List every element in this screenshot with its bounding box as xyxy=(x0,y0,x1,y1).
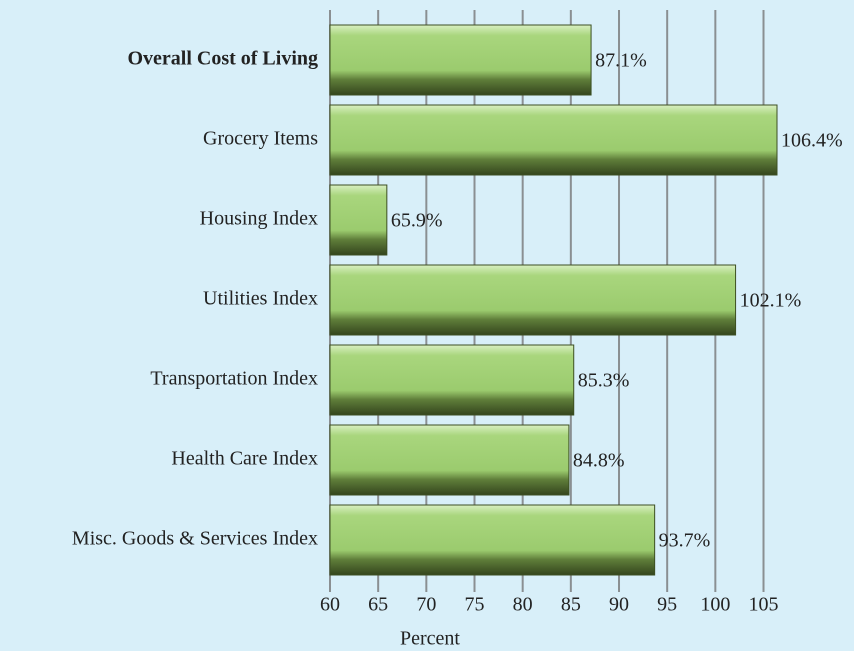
data-label: 85.3% xyxy=(578,370,630,392)
y-tick-label: Misc. Goods & Services Index xyxy=(72,528,318,550)
y-tick-label: Overall Cost of Living xyxy=(127,48,318,70)
x-tick-label: 105 xyxy=(749,594,779,616)
x-tick-label: 60 xyxy=(320,594,340,616)
bar xyxy=(329,104,778,176)
bar xyxy=(329,24,592,96)
x-axis-label: Percent xyxy=(400,628,460,650)
data-label: 93.7% xyxy=(659,530,711,552)
data-label: 65.9% xyxy=(391,210,443,232)
y-tick-label: Housing Index xyxy=(200,208,318,230)
y-tick-label: Health Care Index xyxy=(171,448,318,470)
x-tick-label: 90 xyxy=(609,594,629,616)
x-tick-label: 70 xyxy=(416,594,436,616)
data-label: 87.1% xyxy=(595,50,647,72)
bar xyxy=(329,424,570,496)
x-tick-label: 95 xyxy=(657,594,677,616)
x-tick-label: 100 xyxy=(700,594,730,616)
bar xyxy=(329,344,575,416)
data-label: 102.1% xyxy=(740,290,802,312)
bar xyxy=(329,504,656,576)
data-label: 106.4% xyxy=(781,130,843,152)
x-tick-label: 65 xyxy=(368,594,388,616)
x-tick-label: 75 xyxy=(465,594,485,616)
data-label: 84.8% xyxy=(573,450,625,472)
bar xyxy=(329,184,388,256)
y-tick-label: Grocery Items xyxy=(203,128,318,150)
bar xyxy=(329,264,737,336)
x-tick-label: 80 xyxy=(513,594,533,616)
y-tick-label: Utilities Index xyxy=(203,288,318,310)
y-tick-label: Transportation Index xyxy=(150,368,318,390)
x-tick-label: 85 xyxy=(561,594,581,616)
